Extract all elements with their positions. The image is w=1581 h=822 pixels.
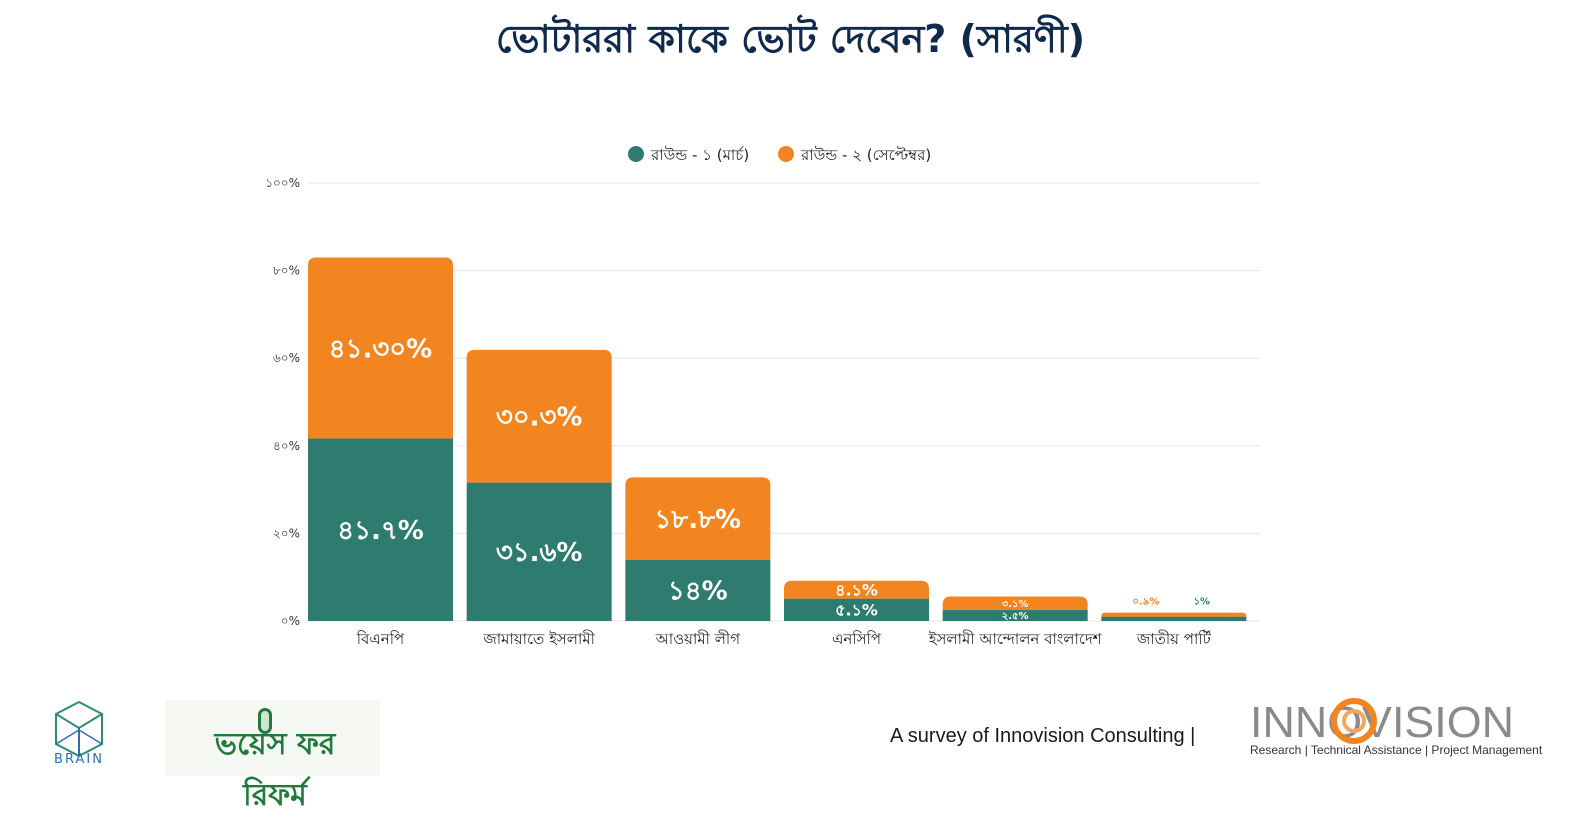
data-label: ৩১.৬% [496,538,583,568]
bar-segment [784,580,929,599]
y-tick-label: ১০০% [265,176,300,190]
y-tick-label: ২০% [273,526,300,540]
x-category-label: আওয়ামী লীগ [655,630,742,648]
x-category-label: ইসলামী আন্দোলন বাংলাদেশ [928,630,1103,648]
innovision-tagline: Research | Technical Assistance | Projec… [1250,743,1543,757]
legend-label: রাউন্ড - ১ (মার্চ) [650,146,749,164]
bar-segment [942,596,1088,611]
bar-segment [1101,616,1247,621]
brain-logo-label: BRAIN [54,752,104,767]
innovision-wordmark: INNOVISION [1250,698,1514,747]
data-label: ৪১.৭% [337,516,424,546]
data-label: ১% [1194,597,1211,608]
data-label: ৩০.৩% [496,403,583,433]
x-category-label: এনসিপি [832,630,882,648]
stacked-bar-chart: ০% ২০% ৪০% ৬০% ৮০% ১০০% রাউন্ড - ১ (মার্চ) রাউন… [265,146,1260,648]
legend-label: রাউন্ড - ২ (সেপ্টেম্বর) [800,146,931,164]
bar-segment [308,257,453,439]
innovision-ring-icon [1331,698,1377,744]
microphone-icon [258,708,272,734]
bar-segment [1101,612,1247,617]
survey-credit: A survey of Innovision Consulting | [890,725,1196,747]
y-tick-label: ০% [281,614,300,628]
x-category-label: জাতীয় পার্টি [1136,630,1212,648]
data-label: ১৮.৮% [655,505,742,535]
voice-for-reform-text: ভয়েস ফর রিফর্ম [214,727,336,813]
legend-marker [628,146,644,162]
data-label: ২.৫% [1002,611,1029,622]
bar-segment [466,349,612,483]
data-label: ১৪% [668,577,728,607]
data-label: ৩.১% [1002,599,1029,610]
y-tick-label: ৪০% [273,439,300,453]
data-label: ৫.১% [835,601,878,620]
data-label: ০.৯% [1132,597,1159,608]
page-title: ভোটাররা কাকে ভোট দেবেন? (সারণী) [495,17,1086,61]
brain-logo-icon [55,700,103,758]
bar-segment [625,477,771,560]
bar-segment [942,610,1088,621]
x-category-label: বিএনপি [356,630,405,648]
bar-segment [308,438,453,621]
legend-marker [778,146,794,162]
bar-segment [784,598,929,621]
voice-for-reform-logo: ভয়েস ফর রিফর্ম [166,700,380,813]
data-label: ৪১.৩০% [329,334,432,364]
y-tick-label: ৬০% [273,351,300,365]
y-tick-label: ৮০% [273,264,300,278]
bar-segment [625,559,771,621]
bar-segment [466,482,612,621]
innovision-logo: INNOVISION [1250,698,1514,747]
x-category-label: জামায়াতে ইসলামী [482,630,595,648]
data-label: ৪.১% [835,580,878,599]
